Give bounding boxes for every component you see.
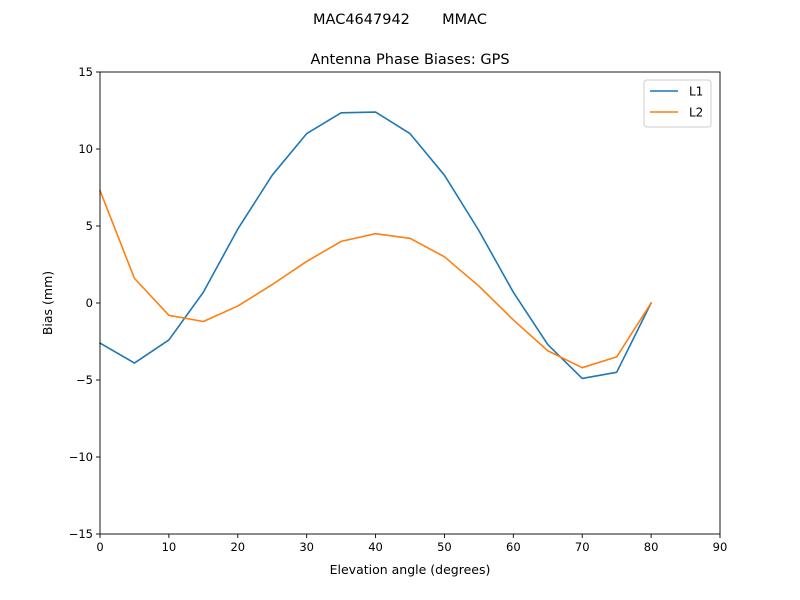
plot-area: 0 10 20 30 40 50 60 70 80 90 −15 −10 −5 0 5 10 15 — [69, 65, 728, 554]
y-tick-label: −15 — [69, 527, 93, 541]
y-tick-label: 10 — [78, 142, 93, 156]
x-tick-label: 50 — [437, 540, 452, 554]
series-line-l2 — [98, 189, 653, 369]
y-tick-label: 0 — [86, 296, 93, 310]
legend: L1 L2 — [643, 79, 712, 128]
chart-title: Antenna Phase Biases: GPS — [310, 52, 509, 68]
y-axis-label: Bias (mm) — [40, 271, 55, 335]
y-tick-label: 15 — [78, 65, 93, 79]
x-tick-label: 10 — [162, 540, 177, 554]
x-tick-label: 60 — [506, 540, 521, 554]
y-tick-label: −10 — [69, 450, 93, 464]
y-tick-label: 5 — [86, 219, 93, 233]
x-tick-label: 40 — [368, 540, 383, 554]
x-tick-label: 0 — [96, 540, 103, 554]
x-tick-label: 90 — [713, 540, 728, 554]
figure-suptitle: MAC4647942 MMAC — [313, 12, 487, 28]
x-axis-label: Elevation angle (degrees) — [330, 562, 491, 577]
x-tick-label: 80 — [644, 540, 659, 554]
x-tick-label: 70 — [575, 540, 590, 554]
legend-label-l1: L1 — [689, 85, 703, 99]
y-tick-label: −5 — [76, 373, 93, 387]
x-tick-label: 20 — [230, 540, 245, 554]
x-tick-label: 30 — [299, 540, 314, 554]
legend-label-l2: L2 — [689, 106, 703, 120]
